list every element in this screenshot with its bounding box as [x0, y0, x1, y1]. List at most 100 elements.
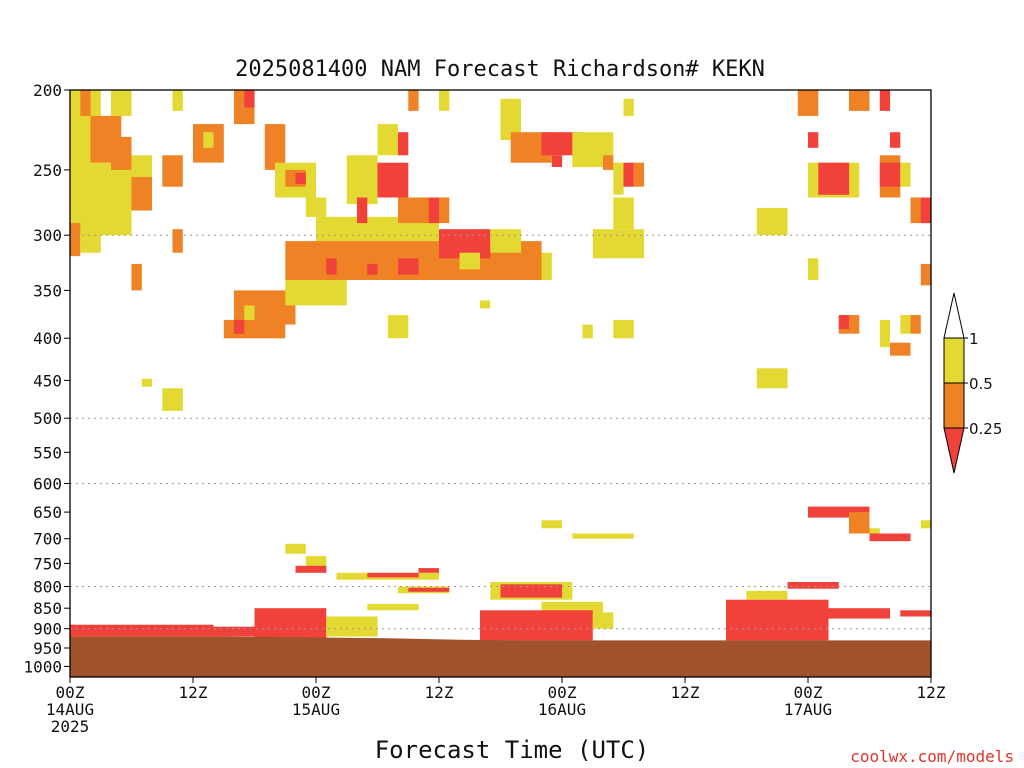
ground-area	[70, 636, 931, 677]
ri-region-b05_1	[141, 378, 153, 387]
ri-region-b05_1	[285, 543, 306, 554]
ri-region-b025_05	[398, 197, 450, 224]
ri-region-b05_1	[572, 533, 634, 539]
ri-region-b05_1	[305, 556, 327, 569]
ri-region-lt025	[808, 132, 819, 148]
ri-region-b05_1	[613, 197, 634, 230]
y-tick-label: 650	[33, 503, 62, 522]
x-tick-label: 12Z	[425, 683, 454, 702]
ri-region-b05_1	[80, 229, 101, 253]
ri-region-b05_1	[480, 300, 491, 309]
y-tick-label: 400	[33, 329, 62, 348]
ri-region-b025_05	[633, 162, 645, 187]
ri-region-lt025	[326, 258, 337, 275]
ri-region-b05_1	[592, 229, 645, 259]
x-tick-label: 14AUG	[46, 700, 94, 719]
ri-region-b025_05	[910, 315, 921, 334]
ri-region-b05_1	[387, 315, 409, 339]
ri-region-b05_1	[285, 280, 347, 306]
y-tick-label: 600	[33, 475, 62, 494]
ri-region-b05_1	[500, 98, 521, 140]
ri-region-b05_1	[746, 590, 788, 600]
ri-region-lt025	[838, 315, 850, 330]
ri-region-lt025	[879, 162, 901, 187]
ri-region-lt025	[818, 162, 850, 195]
y-tick-label: 350	[33, 281, 62, 300]
ri-region-lt025	[418, 568, 439, 573]
ri-region-lt025	[428, 197, 440, 224]
y-tick-label: 200	[33, 81, 62, 100]
ri-region-b025_05	[849, 90, 870, 111]
ri-region-b025_05	[920, 263, 932, 286]
x-axis-label: Forecast Time (UTC)	[375, 736, 650, 764]
ri-region-lt025	[70, 624, 214, 637]
y-tick-label: 450	[33, 371, 62, 390]
y-tick-label: 300	[33, 226, 62, 245]
ri-region-b05_1	[613, 319, 634, 339]
ri-region-b05_1	[879, 319, 891, 348]
ri-region-b025_05	[80, 90, 91, 116]
x-tick-label: 00Z	[548, 683, 577, 702]
ri-region-b05_1	[808, 258, 819, 280]
ri-region-lt025	[254, 608, 327, 639]
ri-region-lt025	[398, 258, 419, 275]
ri-region-b05_1	[367, 604, 419, 611]
ri-region-b05_1	[305, 197, 327, 217]
ri-region-lt025	[367, 263, 378, 275]
ri-region-lt025	[869, 533, 911, 542]
ri-region-b05_1	[172, 90, 183, 111]
x-tick-label: 12Z	[917, 683, 946, 702]
legend-swatch-05-1	[943, 337, 965, 384]
y-tick-label: 1000	[23, 657, 62, 676]
ri-region-lt025	[726, 599, 829, 641]
legend-arrow-lt025	[943, 427, 965, 474]
ri-region-b05_1	[900, 162, 911, 187]
ri-region-b05_1	[377, 124, 398, 156]
ri-region-b025_05	[408, 90, 419, 111]
legend-label-0.5: 0.5	[969, 375, 993, 393]
ri-region-b05_1	[490, 229, 522, 253]
ri-region-lt025	[244, 90, 255, 108]
y-tick-label: 500	[33, 409, 62, 428]
ri-region-b05_1	[244, 305, 255, 320]
ri-region-lt025	[551, 155, 563, 167]
ri-region-b05_1	[592, 612, 614, 629]
ri-region-lt025	[900, 610, 932, 617]
ri-region-lt025	[920, 197, 932, 224]
ri-region-lt025	[828, 608, 890, 619]
ri-region-lt025	[295, 565, 327, 573]
y-tick-label: 550	[33, 443, 62, 462]
x-tick-label: 00Z	[794, 683, 823, 702]
ri-region-b025_05	[890, 342, 911, 356]
ri-region-lt025	[787, 582, 839, 589]
legend-arrow-gt1	[943, 292, 965, 339]
ri-region-b025_05	[162, 155, 183, 187]
ri-region-b025_05	[849, 512, 870, 534]
ri-region-lt025	[480, 610, 593, 641]
ri-region-lt025	[623, 162, 634, 187]
ri-region-lt025	[357, 197, 368, 224]
ri-region-b05_1	[326, 616, 378, 637]
ri-region-lt025	[377, 162, 409, 198]
ri-region-b05_1	[613, 162, 624, 195]
y-tick-label: 900	[33, 620, 62, 639]
ri-region-b05_1	[623, 98, 634, 116]
ri-region-b025_05	[603, 155, 614, 170]
ri-region-b05_1	[541, 520, 562, 529]
ri-region-b025_05	[234, 290, 296, 325]
ri-region-b025_05	[131, 177, 152, 211]
ri-region-b05_1	[439, 90, 450, 111]
ri-region-b025_05	[111, 136, 132, 170]
y-tick-label: 700	[33, 530, 62, 549]
chart-title: 2025081400 NAM Forecast Richardson# KEKN	[235, 57, 765, 82]
y-tick-label: 750	[33, 554, 62, 573]
ri-region-b05_1	[459, 252, 480, 270]
ri-region-b05_1	[920, 520, 932, 529]
ri-region-lt025	[500, 584, 562, 598]
ri-region-b025_05	[223, 319, 286, 339]
ri-region-lt025	[879, 90, 891, 111]
y-tick-label: 800	[33, 578, 62, 597]
y-axis-ticks: 200 250 300 350 400 450 500 550 600 650 700 750 800 8…	[23, 81, 70, 676]
